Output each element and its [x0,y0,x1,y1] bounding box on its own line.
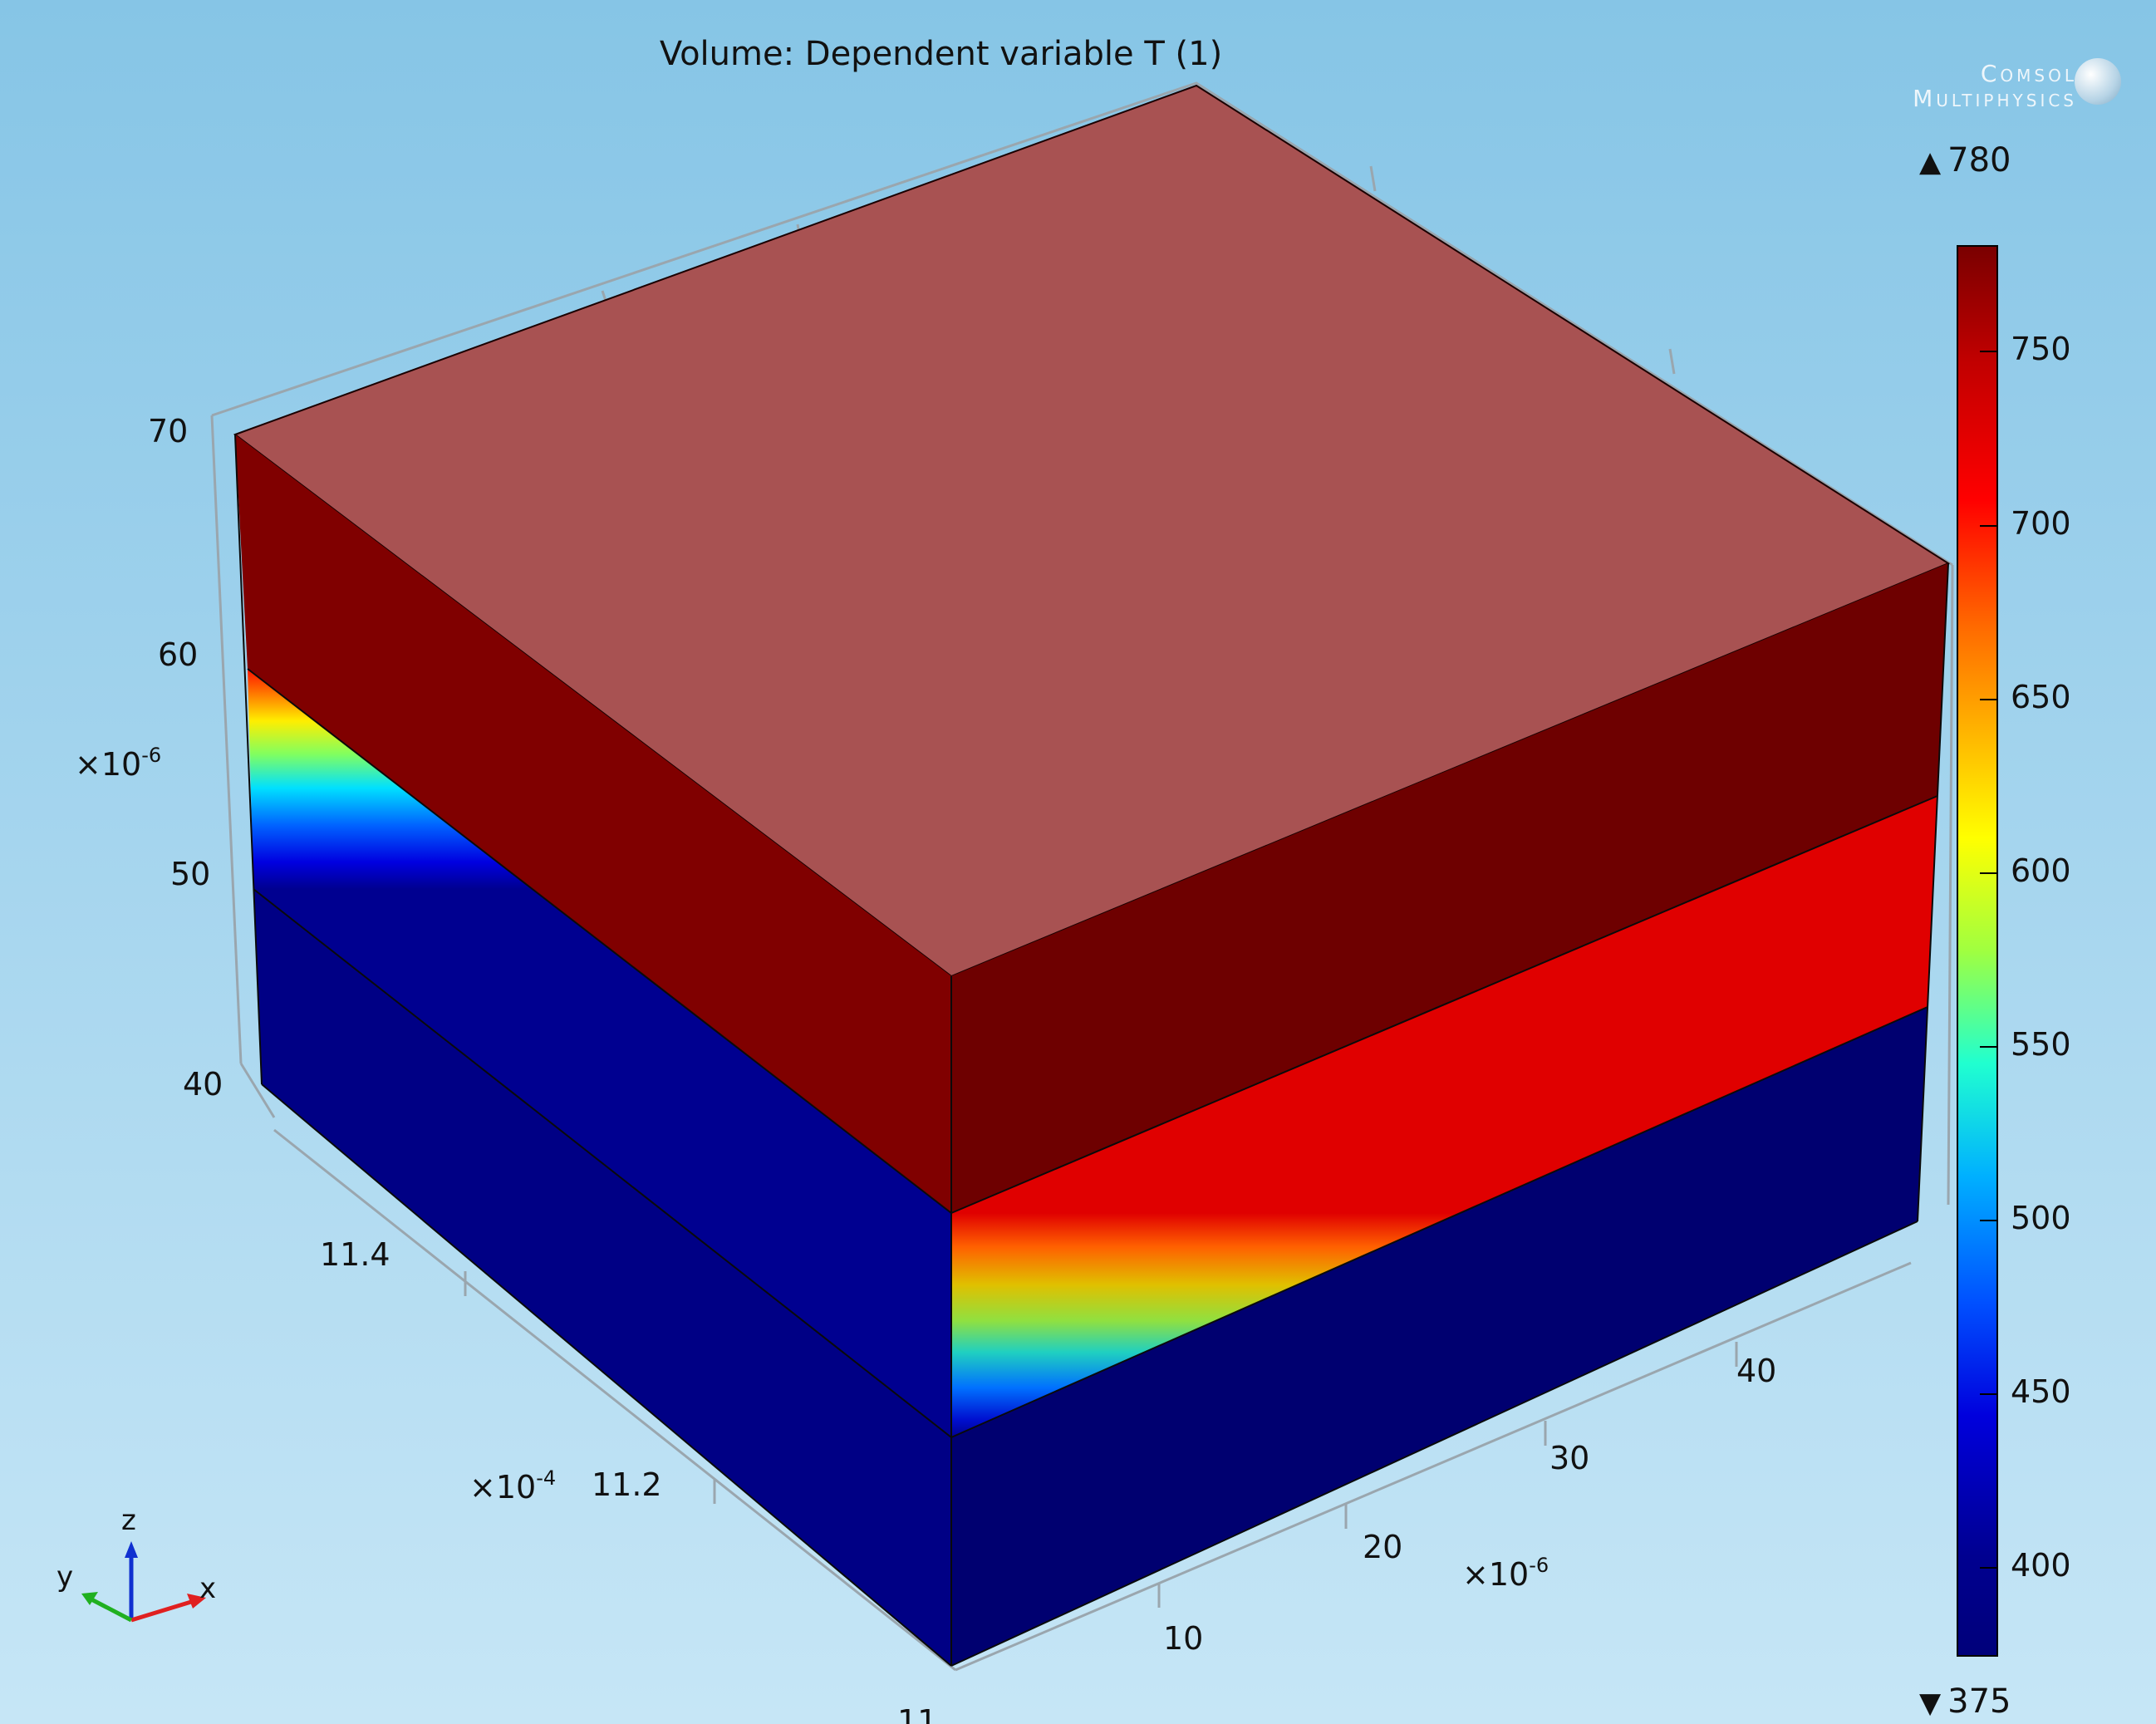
z-tick-50: 50 [170,856,211,892]
z-tick-70: 70 [148,413,189,449]
x-tick-40: 40 [1736,1353,1777,1389]
colorbar-tick-500: 500 [2011,1200,2071,1236]
triad-y-label: y [56,1560,74,1594]
axis-tick-marks [464,1271,1738,1608]
comsol-logo-icon [2075,58,2121,105]
plot-title: Volume: Dependent variable T (1) [659,35,1223,73]
colorbar-tick-mark [1980,1567,1996,1569]
x-multiplier-base: ×10 [1462,1556,1530,1593]
colorbar-tick-550: 550 [2011,1026,2071,1063]
colorbar-max: ▲ 780 [1919,141,2011,179]
box-edges [234,434,1949,1667]
x-axis-multiplier: ×10-6 [1462,1554,1549,1593]
colorbar-tick-650: 650 [2011,679,2071,715]
colorbar-tick-600: 600 [2011,852,2071,889]
colorbar-tick-700: 700 [2011,505,2071,542]
triangle-down-icon: ▼ [1919,1687,1942,1720]
x-tick-20: 20 [1363,1529,1403,1565]
z-axis-multiplier: ×10-6 [75,744,161,783]
y-tick-11-4: 11.4 [320,1236,390,1273]
logo-line-2: Multiphysics [1913,85,2077,112]
y-axis-multiplier: ×10-4 [469,1466,556,1505]
colorbar-min-label: 375 [1947,1682,2011,1721]
box-front-face-cold-layer [951,1007,1928,1666]
comsol-logo: Comsol Multiphysics [1913,61,2077,111]
box-left-face-cold-layer [253,889,951,1666]
x-tick-30: 30 [1549,1440,1590,1476]
box-front-face-gradient-layer [951,796,1937,1437]
y-multiplier-base: ×10 [469,1469,537,1505]
x-multiplier-exp: -6 [1529,1554,1549,1577]
y-tick-11-2: 11.2 [592,1466,662,1503]
colorbar-tick-mark [1980,1393,1996,1395]
colorbar-max-label: 780 [1947,141,2011,179]
z-tick-60: 60 [158,636,199,673]
colorbar-tick-400: 400 [2011,1547,2071,1584]
z-multiplier-base: ×10 [75,746,142,783]
y-multiplier-exp: -4 [536,1466,557,1490]
colorbar-min: ▼ 375 [1919,1682,2011,1721]
colorbar-tick-450: 450 [2011,1373,2071,1410]
coordinate-triad: z x y [50,1504,233,1632]
colorbar [1957,245,1998,1657]
box-left-face-hot-layer [235,435,951,1213]
box-left-face-gradient-layer [248,669,951,1437]
triangle-up-icon: ▲ [1919,145,1942,179]
x-tick-10: 10 [1163,1620,1204,1657]
colorbar-tick-mark [1980,351,1996,352]
y-tick-11: 11 [897,1703,938,1724]
box-front-face-hot-layer [951,563,1948,1213]
z-multiplier-exp: -6 [141,744,162,767]
z-tick-40: 40 [183,1066,223,1103]
axis-box [210,81,1954,1672]
colorbar-tick-mark [1980,699,1996,700]
colorbar-tick-mark [1980,872,1996,874]
colorbar-tick-mark [1980,525,1996,527]
colorbar-tick-mark [1980,1220,1996,1221]
colorbar-tick-mark [1980,1046,1996,1048]
colorbar-tick-750: 750 [2011,331,2071,367]
logo-line-1: Comsol [1980,60,2077,87]
triad-x-label: x [199,1572,217,1605]
triad-arrows-icon [81,1541,206,1623]
triad-z-label: z [121,1504,136,1537]
